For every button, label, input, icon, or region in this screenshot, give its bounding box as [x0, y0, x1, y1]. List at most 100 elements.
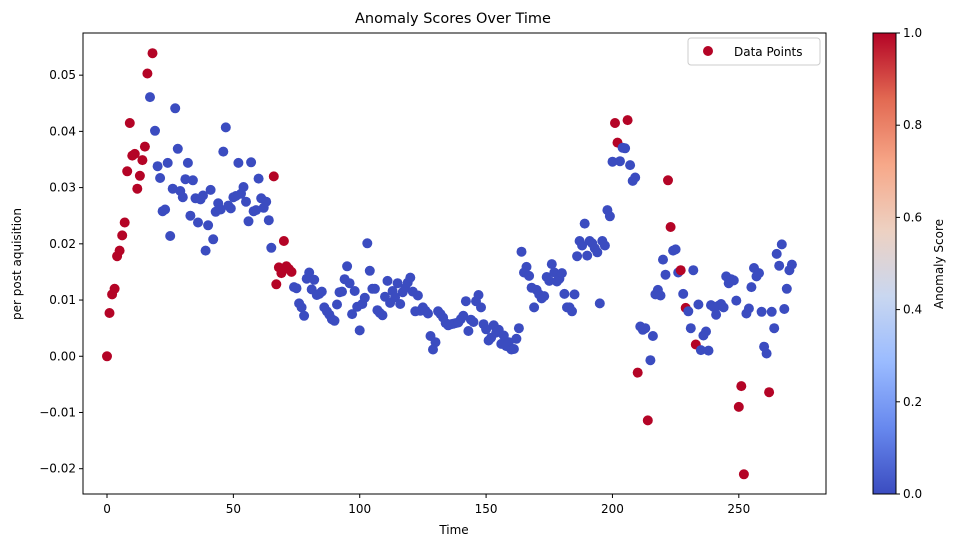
y-tick-label: 0.05	[49, 68, 76, 82]
data-point	[655, 290, 666, 301]
data-point	[711, 309, 722, 320]
anomaly-point	[268, 171, 279, 182]
data-point	[630, 172, 641, 183]
data-point	[377, 310, 388, 321]
data-point	[203, 220, 214, 231]
data-point	[577, 240, 588, 251]
data-point	[544, 275, 555, 286]
data-point	[215, 204, 226, 215]
data-point	[594, 298, 605, 309]
y-tick-label: −0.02	[39, 462, 76, 476]
data-point	[481, 324, 492, 335]
data-point	[359, 292, 370, 303]
data-point	[458, 310, 469, 321]
data-point	[349, 286, 360, 296]
data-point	[769, 323, 780, 334]
anomaly-point	[134, 170, 145, 181]
data-point	[718, 302, 729, 313]
anomaly-point	[642, 415, 653, 426]
data-point	[309, 274, 320, 285]
anomaly-point	[129, 148, 140, 159]
data-point	[754, 268, 764, 279]
data-point	[645, 355, 656, 366]
data-point	[266, 242, 277, 253]
data-point	[296, 302, 307, 313]
colorbar-tick-label: 0.8	[903, 118, 922, 132]
data-point	[220, 122, 231, 133]
data-point	[261, 196, 272, 207]
data-point	[615, 156, 625, 167]
y-tick-label: 0.00	[49, 349, 76, 363]
data-point	[185, 210, 196, 221]
anomaly-point	[632, 367, 643, 378]
data-point	[382, 275, 393, 286]
x-axis-label: Time	[438, 523, 468, 537]
anomaly-point	[137, 155, 148, 166]
data-point	[670, 244, 681, 255]
x-tick-label: 0	[103, 502, 111, 516]
anomaly-point	[124, 118, 135, 128]
data-point	[774, 260, 785, 271]
anomaly-point	[142, 68, 153, 79]
data-point	[395, 299, 406, 309]
data-point	[463, 326, 474, 336]
data-point	[172, 143, 183, 154]
data-point	[246, 157, 257, 168]
data-point	[567, 306, 577, 317]
data-point	[291, 283, 302, 294]
data-point	[761, 348, 772, 359]
data-point	[337, 286, 347, 297]
data-point	[599, 240, 610, 251]
colorbar-ticks: 0.0 0.2 0.4 0.6 0.8 1.0	[896, 26, 922, 501]
data-point	[299, 310, 310, 321]
anomaly-point	[132, 183, 143, 194]
anomaly-point	[109, 283, 120, 294]
plot-frame	[82, 32, 827, 495]
data-point	[304, 267, 315, 278]
legend-marker	[703, 46, 713, 56]
data-point	[746, 282, 757, 293]
x-tick-label: 250	[727, 502, 750, 516]
data-point	[658, 254, 668, 265]
data-point	[145, 92, 155, 103]
y-tick-label: −0.01	[39, 405, 76, 419]
data-point	[390, 292, 401, 303]
data-point	[460, 296, 471, 307]
data-point	[332, 299, 342, 310]
data-point	[155, 173, 166, 183]
data-point	[354, 325, 365, 336]
data-point	[344, 278, 355, 289]
colorbar-label: Anomaly Score	[932, 219, 946, 309]
data-point	[756, 306, 767, 317]
data-point	[559, 288, 570, 299]
data-point	[728, 275, 739, 286]
data-point	[524, 270, 535, 281]
data-point	[572, 251, 583, 262]
data-point	[412, 290, 423, 301]
data-point	[779, 304, 790, 314]
data-point	[218, 146, 229, 157]
data-point	[468, 317, 479, 327]
data-point	[731, 295, 742, 306]
data-point	[693, 299, 704, 310]
data-point	[771, 248, 782, 259]
data-point	[607, 156, 618, 167]
colorbar-tick-label: 0.6	[903, 210, 922, 224]
data-point	[342, 261, 353, 272]
y-tick-label: 0.01	[49, 293, 76, 307]
data-point	[162, 157, 173, 168]
data-point	[688, 265, 699, 276]
x-tick-label: 150	[475, 502, 498, 516]
data-point	[743, 303, 754, 314]
data-point	[582, 250, 593, 261]
x-tick-label: 50	[226, 502, 241, 516]
data-point	[625, 160, 636, 171]
data-point	[592, 247, 603, 258]
data-point	[364, 265, 375, 276]
anomaly-point	[104, 308, 115, 318]
data-point	[243, 216, 254, 227]
anomaly-point	[665, 222, 676, 232]
x-axis-ticks: 0 50 100 150 200 250	[103, 494, 750, 516]
chart-title: Anomaly Scores Over Time	[355, 11, 551, 27]
colorbar	[872, 32, 897, 495]
